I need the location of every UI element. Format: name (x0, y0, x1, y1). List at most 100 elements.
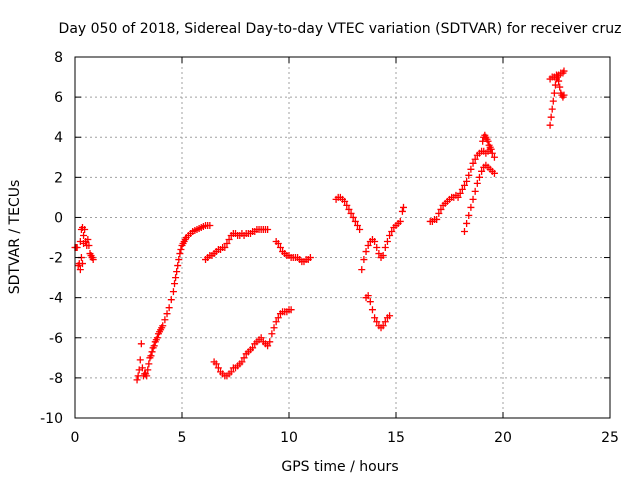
data-point (465, 211, 473, 219)
data-point (174, 262, 182, 270)
data-point (159, 322, 167, 330)
data-point (465, 171, 473, 179)
data-point (84, 236, 92, 244)
data-point (467, 165, 475, 173)
y-tick-label: 2 (54, 170, 63, 186)
data-point (388, 227, 396, 235)
data-point (375, 250, 383, 258)
data-point (386, 312, 394, 320)
data-point (458, 185, 466, 193)
data-point (80, 240, 88, 248)
data-point (148, 348, 156, 356)
data-point (221, 244, 229, 252)
y-tick-label: 6 (54, 90, 63, 106)
data-point (163, 310, 171, 318)
data-point (399, 203, 407, 211)
data-point (249, 344, 257, 352)
x-tick-label: 0 (71, 430, 80, 446)
data-series (460, 161, 498, 235)
data-point (460, 227, 468, 235)
y-tick-label: 8 (54, 50, 63, 66)
data-point (225, 236, 233, 244)
data-point (490, 169, 498, 177)
data-point (214, 364, 222, 372)
x-axis-label: GPS time / hours (281, 459, 398, 475)
data-point (176, 250, 184, 258)
x-tick-label: 20 (494, 430, 512, 446)
data-point (368, 306, 376, 314)
data-point (227, 368, 235, 376)
y-tick-label: 0 (54, 210, 63, 226)
data-series (332, 193, 364, 233)
data-point (144, 366, 152, 374)
data-series (546, 67, 568, 83)
data-point (364, 242, 372, 250)
data-series (398, 203, 407, 215)
data-series (362, 292, 394, 332)
data-point (270, 324, 278, 332)
data-point (463, 177, 471, 185)
data-point (76, 266, 84, 274)
data-point (353, 221, 361, 229)
y-tick-label: -8 (49, 371, 63, 387)
data-point (454, 193, 462, 201)
data-point (80, 231, 88, 239)
data-point (150, 342, 158, 350)
data-series (71, 223, 97, 270)
data-point (153, 334, 161, 342)
data-point (373, 244, 381, 252)
data-point (238, 358, 246, 366)
data-series (210, 306, 295, 380)
data-point (550, 89, 558, 97)
data-point (379, 322, 387, 330)
data-series (358, 217, 404, 274)
data-point (469, 159, 477, 167)
data-point (360, 256, 368, 264)
x-tick-label: 10 (280, 430, 298, 446)
data-point (364, 292, 372, 300)
data-point (560, 91, 568, 99)
data-point (177, 246, 185, 254)
data-point (240, 354, 248, 362)
data-point (347, 209, 355, 217)
chart-title: Day 050 of 2018, Sidereal Day-to-day VTE… (59, 21, 622, 37)
data-point (358, 266, 366, 274)
data-point (272, 318, 280, 326)
data-point (306, 254, 314, 262)
data-point (371, 238, 379, 246)
data-point (85, 242, 93, 250)
data-point (381, 318, 389, 326)
data-point (371, 314, 379, 322)
data-point (460, 181, 468, 189)
data-point (274, 314, 282, 322)
data-series (133, 221, 214, 384)
data-point (264, 342, 272, 350)
plot-frame (74, 56, 611, 419)
data-series (272, 238, 314, 266)
data-point (484, 137, 492, 145)
data-point (469, 195, 477, 203)
data-point (473, 179, 481, 187)
data-series (202, 225, 272, 264)
data-point (381, 244, 389, 252)
y-tick-label: -6 (49, 331, 63, 347)
data-point (167, 296, 175, 304)
data-point (547, 113, 555, 121)
data-point (366, 298, 374, 306)
data-point (341, 197, 349, 205)
x-tick-label: 5 (178, 430, 187, 446)
y-tick-label: -2 (49, 251, 63, 267)
data-point (268, 330, 276, 338)
data-point (171, 280, 179, 288)
x-tick-label: 25 (601, 430, 619, 446)
data-point (287, 306, 295, 314)
data-point (351, 217, 359, 225)
data-point (487, 145, 495, 153)
data-point (475, 173, 483, 181)
data-point (373, 318, 381, 326)
y-tick-label: -10 (40, 411, 63, 427)
data-point (165, 304, 173, 312)
data-point (471, 187, 479, 195)
data-point (560, 67, 568, 75)
